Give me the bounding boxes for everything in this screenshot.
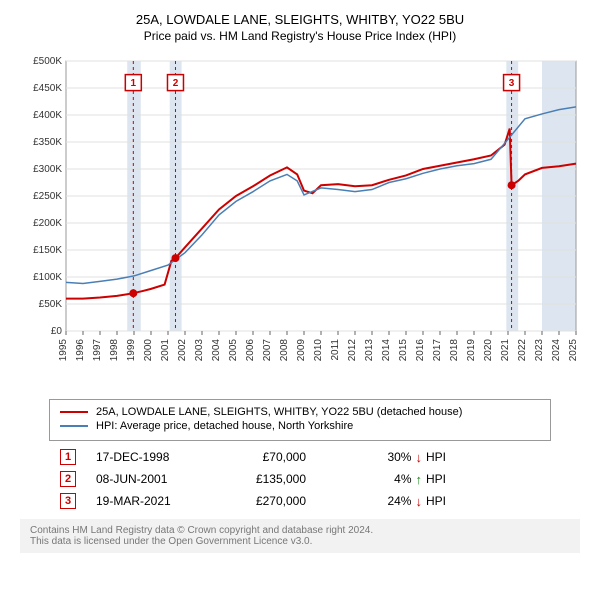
y-tick-label: £0	[51, 326, 63, 337]
y-tick-label: £300K	[33, 164, 62, 175]
series-hpi	[66, 107, 576, 284]
event-marker-number: 3	[509, 78, 515, 89]
legend-swatch	[60, 425, 88, 427]
footnote: Contains HM Land Registry data © Crown c…	[20, 519, 580, 553]
x-tick-label: 2025	[568, 339, 579, 362]
x-tick-label: 1997	[92, 339, 103, 362]
event-number-badge: 1	[60, 449, 76, 465]
event-row: 3 19-MAR-2021 £270,000 24% ↓ HPI	[60, 493, 540, 509]
x-tick-label: 2020	[483, 339, 494, 362]
x-tick-label: 2003	[194, 339, 205, 362]
x-tick-label: 2023	[534, 339, 545, 362]
x-tick-label: 2008	[279, 339, 290, 362]
x-tick-label: 2018	[449, 339, 460, 362]
event-delta: 30% ↓ HPI	[326, 450, 446, 465]
legend: 25A, LOWDALE LANE, SLEIGHTS, WHITBY, YO2…	[49, 399, 551, 441]
event-delta-vs: HPI	[426, 472, 446, 486]
event-marker-number: 2	[173, 78, 179, 89]
event-dot	[129, 289, 137, 297]
x-tick-label: 2016	[415, 339, 426, 362]
event-row: 1 17-DEC-1998 £70,000 30% ↓ HPI	[60, 449, 540, 465]
legend-row: HPI: Average price, detached house, Nort…	[60, 420, 540, 432]
footnote-line-2: This data is licensed under the Open Gov…	[30, 536, 570, 547]
y-tick-label: £500K	[33, 56, 62, 67]
event-price: £70,000	[216, 450, 306, 464]
event-delta-vs: HPI	[426, 450, 446, 464]
x-tick-label: 1996	[75, 339, 86, 362]
y-tick-label: £450K	[33, 83, 62, 94]
y-tick-label: £200K	[33, 218, 62, 229]
x-tick-label: 1999	[126, 339, 137, 362]
event-row: 2 08-JUN-2001 £135,000 4% ↑ HPI	[60, 471, 540, 487]
x-tick-label: 2006	[245, 339, 256, 362]
footnote-line-1: Contains HM Land Registry data © Crown c…	[30, 525, 570, 536]
x-tick-label: 1998	[109, 339, 120, 362]
event-delta-pct: 4%	[394, 472, 411, 486]
y-tick-label: £100K	[33, 272, 62, 283]
legend-swatch	[60, 411, 88, 413]
x-tick-label: 2009	[296, 339, 307, 362]
legend-label: 25A, LOWDALE LANE, SLEIGHTS, WHITBY, YO2…	[96, 406, 462, 418]
x-tick-label: 2024	[551, 339, 562, 362]
arrow-up-icon: ↑	[415, 472, 422, 487]
event-delta: 4% ↑ HPI	[326, 472, 446, 487]
event-price: £135,000	[216, 472, 306, 486]
x-tick-label: 2017	[432, 339, 443, 362]
chart-title: 25A, LOWDALE LANE, SLEIGHTS, WHITBY, YO2…	[10, 12, 590, 27]
x-tick-label: 2011	[330, 339, 341, 361]
event-dot	[171, 254, 179, 262]
events-table: 1 17-DEC-1998 £70,000 30% ↓ HPI 2 08-JUN…	[60, 449, 540, 509]
event-date: 08-JUN-2001	[96, 472, 196, 486]
chart: £0 £50K £100K £150K £200K £250K £300K £350K £400…	[20, 51, 580, 391]
event-delta-pct: 30%	[387, 450, 411, 464]
x-tick-label: 2005	[228, 339, 239, 362]
y-tick-label: £350K	[33, 137, 62, 148]
event-number-badge: 3	[60, 493, 76, 509]
x-tick-label: 1995	[58, 339, 69, 362]
x-tick-label: 2002	[177, 339, 188, 362]
event-delta-pct: 24%	[387, 494, 411, 508]
event-date: 19-MAR-2021	[96, 494, 196, 508]
x-tick-label: 2007	[262, 339, 273, 362]
x-tick-label: 2015	[398, 339, 409, 362]
x-tick-label: 2019	[466, 339, 477, 362]
legend-row: 25A, LOWDALE LANE, SLEIGHTS, WHITBY, YO2…	[60, 406, 540, 418]
y-tick-label: £150K	[33, 245, 62, 256]
x-tick-label: 2000	[143, 339, 154, 362]
x-tick-label: 2014	[381, 339, 392, 362]
x-tick-label: 2010	[313, 339, 324, 362]
x-tick-label: 2004	[211, 339, 222, 362]
x-tick-label: 2013	[364, 339, 375, 362]
event-delta: 24% ↓ HPI	[326, 494, 446, 509]
y-tick-label: £250K	[33, 191, 62, 202]
x-tick-label: 2021	[500, 339, 511, 362]
x-tick-label: 2001	[160, 339, 171, 362]
arrow-down-icon: ↓	[415, 450, 422, 465]
chart-svg: £0 £50K £100K £150K £200K £250K £300K £350K £400…	[20, 51, 580, 391]
event-date: 17-DEC-1998	[96, 450, 196, 464]
chart-subtitle: Price paid vs. HM Land Registry's House …	[10, 29, 590, 43]
arrow-down-icon: ↓	[415, 494, 422, 509]
y-tick-label: £50K	[39, 299, 63, 310]
x-tick-label: 2022	[517, 339, 528, 362]
x-tick-label: 2012	[347, 339, 358, 362]
event-marker-number: 1	[131, 78, 137, 89]
event-price: £270,000	[216, 494, 306, 508]
event-number-badge: 2	[60, 471, 76, 487]
y-tick-label: £400K	[33, 110, 62, 121]
event-delta-vs: HPI	[426, 494, 446, 508]
event-dot	[508, 181, 516, 189]
legend-label: HPI: Average price, detached house, Nort…	[96, 420, 353, 432]
